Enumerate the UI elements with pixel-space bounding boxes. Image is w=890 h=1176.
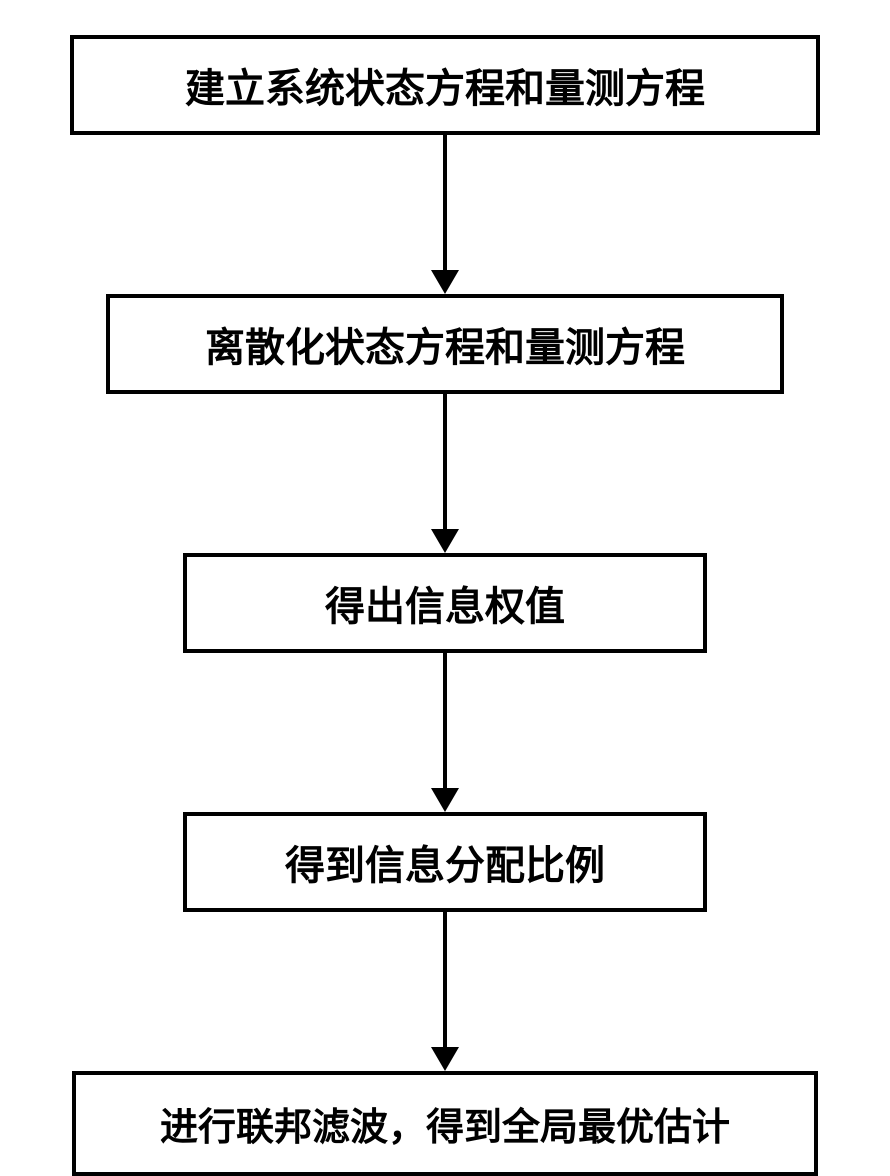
flowchart-container: 建立系统状态方程和量测方程 离散化状态方程和量测方程 得出信息权值 得到信息分配… (70, 35, 820, 1176)
arrow-4-head (431, 1047, 459, 1071)
step-4-label: 得到信息分配比例 (285, 833, 605, 891)
step-4-box: 得到信息分配比例 (183, 812, 707, 912)
step-5-box: 进行联邦滤波，得到全局最优估计 (72, 1071, 818, 1176)
arrow-1 (431, 135, 459, 294)
arrow-4 (431, 912, 459, 1071)
arrow-1-head (431, 270, 459, 294)
arrow-3 (431, 653, 459, 812)
arrow-1-line (443, 135, 447, 270)
arrow-3-line (443, 653, 447, 788)
step-3-box: 得出信息权值 (183, 553, 707, 653)
step-3-label: 得出信息权值 (325, 574, 565, 632)
step-2-label: 离散化状态方程和量测方程 (205, 315, 685, 373)
arrow-2 (431, 394, 459, 553)
arrow-4-line (443, 912, 447, 1047)
arrow-2-head (431, 529, 459, 553)
step-1-label: 建立系统状态方程和量测方程 (185, 56, 705, 114)
arrow-2-line (443, 394, 447, 529)
step-5-label: 进行联邦滤波，得到全局最优估计 (160, 1096, 730, 1151)
step-2-box: 离散化状态方程和量测方程 (106, 294, 784, 394)
arrow-3-head (431, 788, 459, 812)
step-1-box: 建立系统状态方程和量测方程 (70, 35, 820, 135)
